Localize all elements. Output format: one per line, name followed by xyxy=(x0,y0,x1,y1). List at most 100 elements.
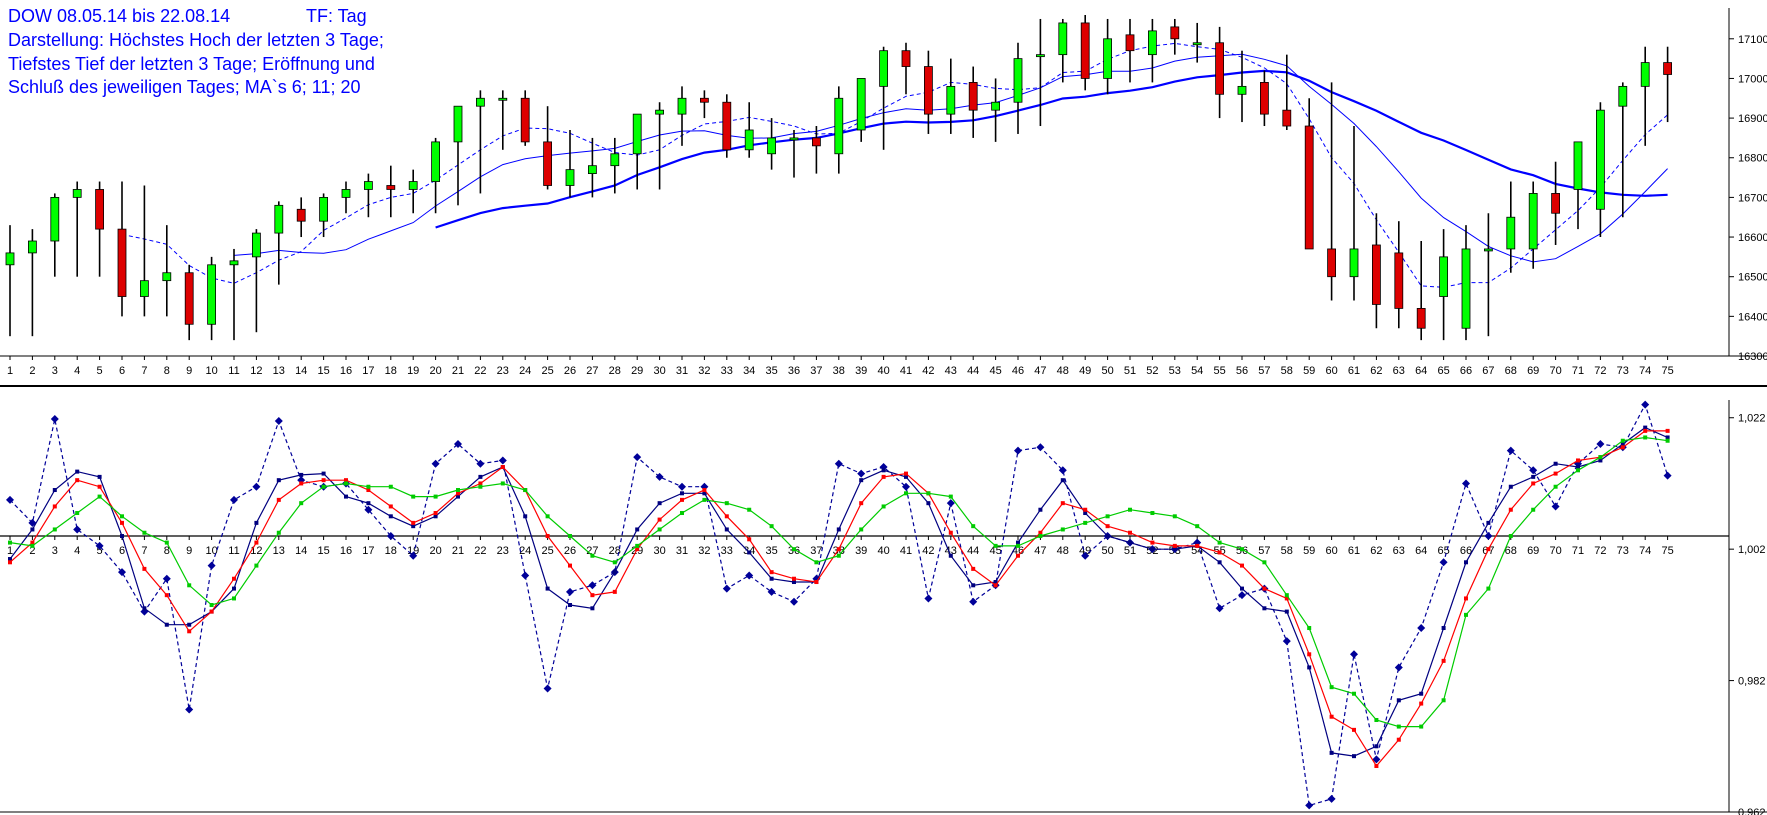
candle xyxy=(879,46,888,150)
oscillator-point xyxy=(1195,524,1200,529)
price-x-tick-label: 14 xyxy=(295,365,307,377)
candle-body xyxy=(251,232,261,258)
price-x-tick-label: 72 xyxy=(1594,365,1606,377)
oscillator-x-tick-label: 58 xyxy=(1281,545,1293,557)
oscillator-x-tick-label: 51 xyxy=(1124,545,1136,557)
oscillator-point xyxy=(1058,466,1067,475)
oscillator-point xyxy=(232,576,236,581)
oscillator-point xyxy=(1441,698,1446,703)
oscillator-x-tick-label: 7 xyxy=(141,545,147,557)
candle xyxy=(543,106,552,190)
oscillator-point xyxy=(187,622,192,627)
candle-body xyxy=(319,196,329,222)
candle-body xyxy=(1260,82,1269,115)
oscillator-point xyxy=(1036,443,1045,452)
candle xyxy=(565,129,575,198)
oscillator-point xyxy=(1060,478,1065,483)
candle-body xyxy=(1506,216,1516,250)
price-x-tick-label: 51 xyxy=(1124,365,1136,377)
oscillator-point xyxy=(747,537,752,542)
oscillator-y-tick-label: 0,962 xyxy=(1738,807,1766,815)
oscillator-point xyxy=(948,494,953,499)
candle-body xyxy=(767,137,776,155)
candle xyxy=(229,248,239,341)
oscillator-point xyxy=(1172,514,1177,519)
price-x-tick-label: 36 xyxy=(788,365,800,377)
oscillator-x-tick-label: 28 xyxy=(609,545,621,557)
oscillator-point xyxy=(500,465,505,470)
oscillator-point xyxy=(1576,465,1580,470)
oscillator-x-tick-label: 23 xyxy=(497,545,509,557)
candle-body xyxy=(856,78,866,131)
oscillator-x-tick-label: 25 xyxy=(541,545,553,557)
price-x-tick-label: 68 xyxy=(1505,365,1517,377)
oscillator-x-tick-label: 16 xyxy=(340,545,352,557)
oscillator-point xyxy=(836,553,841,558)
oscillator-point xyxy=(1128,507,1132,512)
candle xyxy=(1439,229,1448,341)
oscillator-x-tick-label: 6 xyxy=(119,545,125,557)
oscillator-x-tick-label: 70 xyxy=(1549,545,1561,557)
candle-body xyxy=(1416,308,1426,329)
description-line-2: Tiefstes Tief der letzten 3 Tage; Eröffn… xyxy=(8,54,375,74)
oscillator-point xyxy=(588,581,597,590)
candle-body xyxy=(5,252,15,266)
price-x-tick-label: 15 xyxy=(317,365,329,377)
candle xyxy=(453,105,463,206)
oscillator-x-tick-label: 69 xyxy=(1527,545,1539,557)
price-x-tick-label: 52 xyxy=(1146,365,1158,377)
oscillator-x-tick-label: 74 xyxy=(1639,545,1651,557)
candle xyxy=(722,94,732,158)
candle-body xyxy=(50,196,60,242)
candle xyxy=(207,256,217,341)
candle-body xyxy=(453,105,463,143)
oscillator-point xyxy=(568,534,572,539)
oscillator-point xyxy=(1352,727,1356,732)
oscillator-point xyxy=(1531,507,1536,512)
price-x-tick-label: 20 xyxy=(429,365,441,377)
oscillator-point xyxy=(1284,596,1289,601)
oscillator-point xyxy=(411,520,416,525)
candle-body xyxy=(1640,62,1650,87)
candle xyxy=(274,201,284,285)
candle-body xyxy=(95,189,104,230)
oscillator-point xyxy=(657,517,662,522)
candle xyxy=(1618,82,1628,218)
oscillator-x-tick-label: 18 xyxy=(385,545,397,557)
candle-body xyxy=(632,113,642,155)
oscillator-point xyxy=(1083,507,1088,512)
price-x-tick-label: 55 xyxy=(1213,365,1225,377)
oscillator-point xyxy=(1665,435,1670,440)
description-line-3: Schluß des jeweiligen Tages; MA`s 6; 11;… xyxy=(8,77,361,97)
oscillator-point xyxy=(1439,558,1448,567)
oscillator-point xyxy=(1083,511,1088,516)
price-x-tick-label: 9 xyxy=(186,365,192,377)
oscillator-point xyxy=(1598,458,1603,463)
oscillator-point xyxy=(1238,591,1246,600)
candle-body xyxy=(1551,193,1560,214)
oscillator-point xyxy=(1282,637,1291,646)
candle xyxy=(1215,26,1224,119)
oscillator-x-tick-label: 20 xyxy=(429,545,441,557)
price-y-tick-label: 16300 xyxy=(1738,351,1767,363)
oscillator-point xyxy=(590,606,595,611)
candle-body xyxy=(431,141,441,182)
candle xyxy=(1416,241,1426,341)
candle xyxy=(1663,46,1672,123)
oscillator-point xyxy=(635,543,640,548)
candle-body xyxy=(1618,85,1628,107)
candle xyxy=(991,78,1000,142)
price-x-tick-label: 21 xyxy=(452,365,464,377)
oscillator-point xyxy=(857,469,866,478)
oscillator-x-tick-label: 50 xyxy=(1101,545,1113,557)
candle xyxy=(1103,18,1112,95)
price-x-tick-label: 13 xyxy=(273,365,285,377)
candle xyxy=(744,102,754,158)
oscillator-point xyxy=(1529,466,1538,475)
oscillator-point xyxy=(1641,400,1650,409)
oscillator-point xyxy=(1083,520,1088,525)
price-y-tick-label: 16400 xyxy=(1738,311,1767,323)
candle xyxy=(1573,141,1583,230)
timeframe-label: TF: Tag xyxy=(306,6,367,26)
price-x-tick-label: 43 xyxy=(945,365,957,377)
